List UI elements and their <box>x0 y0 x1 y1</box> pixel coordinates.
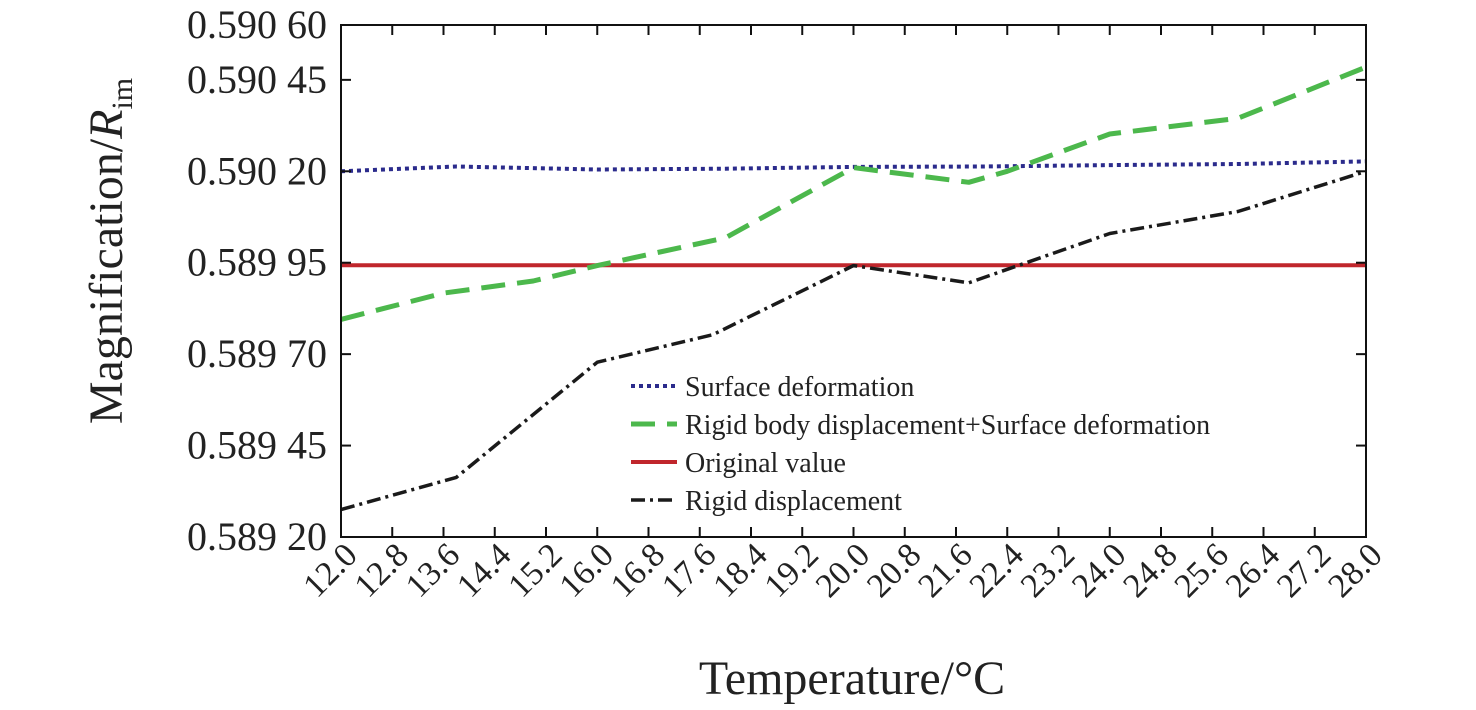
y-tick-label: 0.589 95 <box>187 240 327 285</box>
y-tick-label: 0.590 45 <box>187 57 327 102</box>
legend: Surface deformation Rigid body displaceme… <box>631 372 1210 517</box>
legend-label: Rigid body displacement+Surface deformat… <box>685 410 1210 441</box>
series-line-rigid-displacement <box>340 169 1367 512</box>
y-tick-label: 0.590 20 <box>187 148 327 193</box>
y-tick-label: 0.589 70 <box>187 331 327 376</box>
y-tick-label: 0.589 45 <box>187 423 327 468</box>
y-tick-label: 0.589 20 <box>187 514 327 559</box>
y-tick-label: 0.590 60 <box>187 2 327 47</box>
x-tick-label: 28.0 <box>1321 536 1389 604</box>
series-line-rigid-body-displacement-surface-deformation <box>340 64 1367 322</box>
series-layer <box>340 64 1367 512</box>
series-line-surface-deformation <box>340 159 1367 174</box>
plot-frame <box>340 24 1367 538</box>
y-axis: 0.589 20 0.589 45 0.589 70 0.589 95 0.590 20… <box>187 2 1366 559</box>
y-axis-title: Magnification/Rim <box>80 78 139 424</box>
x-axis-title: Temperature/°C <box>699 652 1005 705</box>
legend-label: Rigid displacement <box>685 486 902 517</box>
x-axis: 12.012.813.614.415.216.016.817.618.419.2… <box>296 25 1390 605</box>
legend-label: Original value <box>685 448 846 479</box>
legend-label: Surface deformation <box>685 372 914 403</box>
